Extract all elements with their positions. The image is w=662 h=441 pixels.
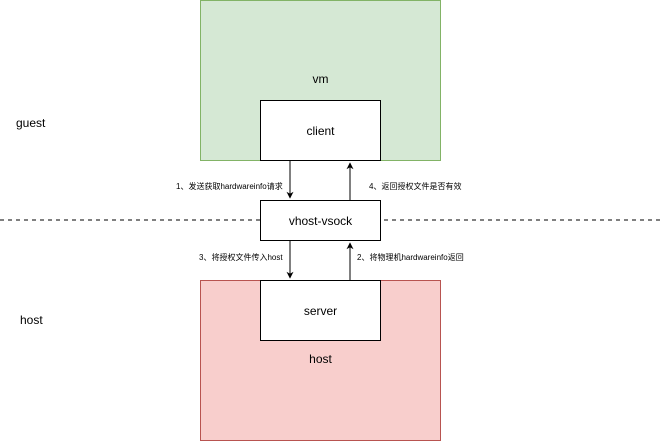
- edge-label-1: 1、发送获取hardwareinfo请求: [176, 182, 283, 191]
- client-node: client: [260, 100, 381, 161]
- server-node-label: server: [303, 303, 338, 318]
- edge-label-4: 4、返回授权文件是否有效: [369, 182, 462, 191]
- host-zone-label: host: [20, 313, 43, 327]
- vm-label: vm: [312, 72, 329, 86]
- vsock-node-label: vhost-vsock: [288, 213, 353, 228]
- edge-label-2: 2、将物理机hardwareinfo返回: [357, 253, 464, 262]
- client-node-label: client: [306, 123, 335, 138]
- host-region-label: host: [309, 352, 332, 366]
- edge-label-3: 3、将授权文件传入host: [199, 253, 283, 262]
- server-node: server: [260, 280, 381, 341]
- vsock-node: vhost-vsock: [260, 200, 381, 241]
- guest-zone-label: guest: [16, 116, 46, 130]
